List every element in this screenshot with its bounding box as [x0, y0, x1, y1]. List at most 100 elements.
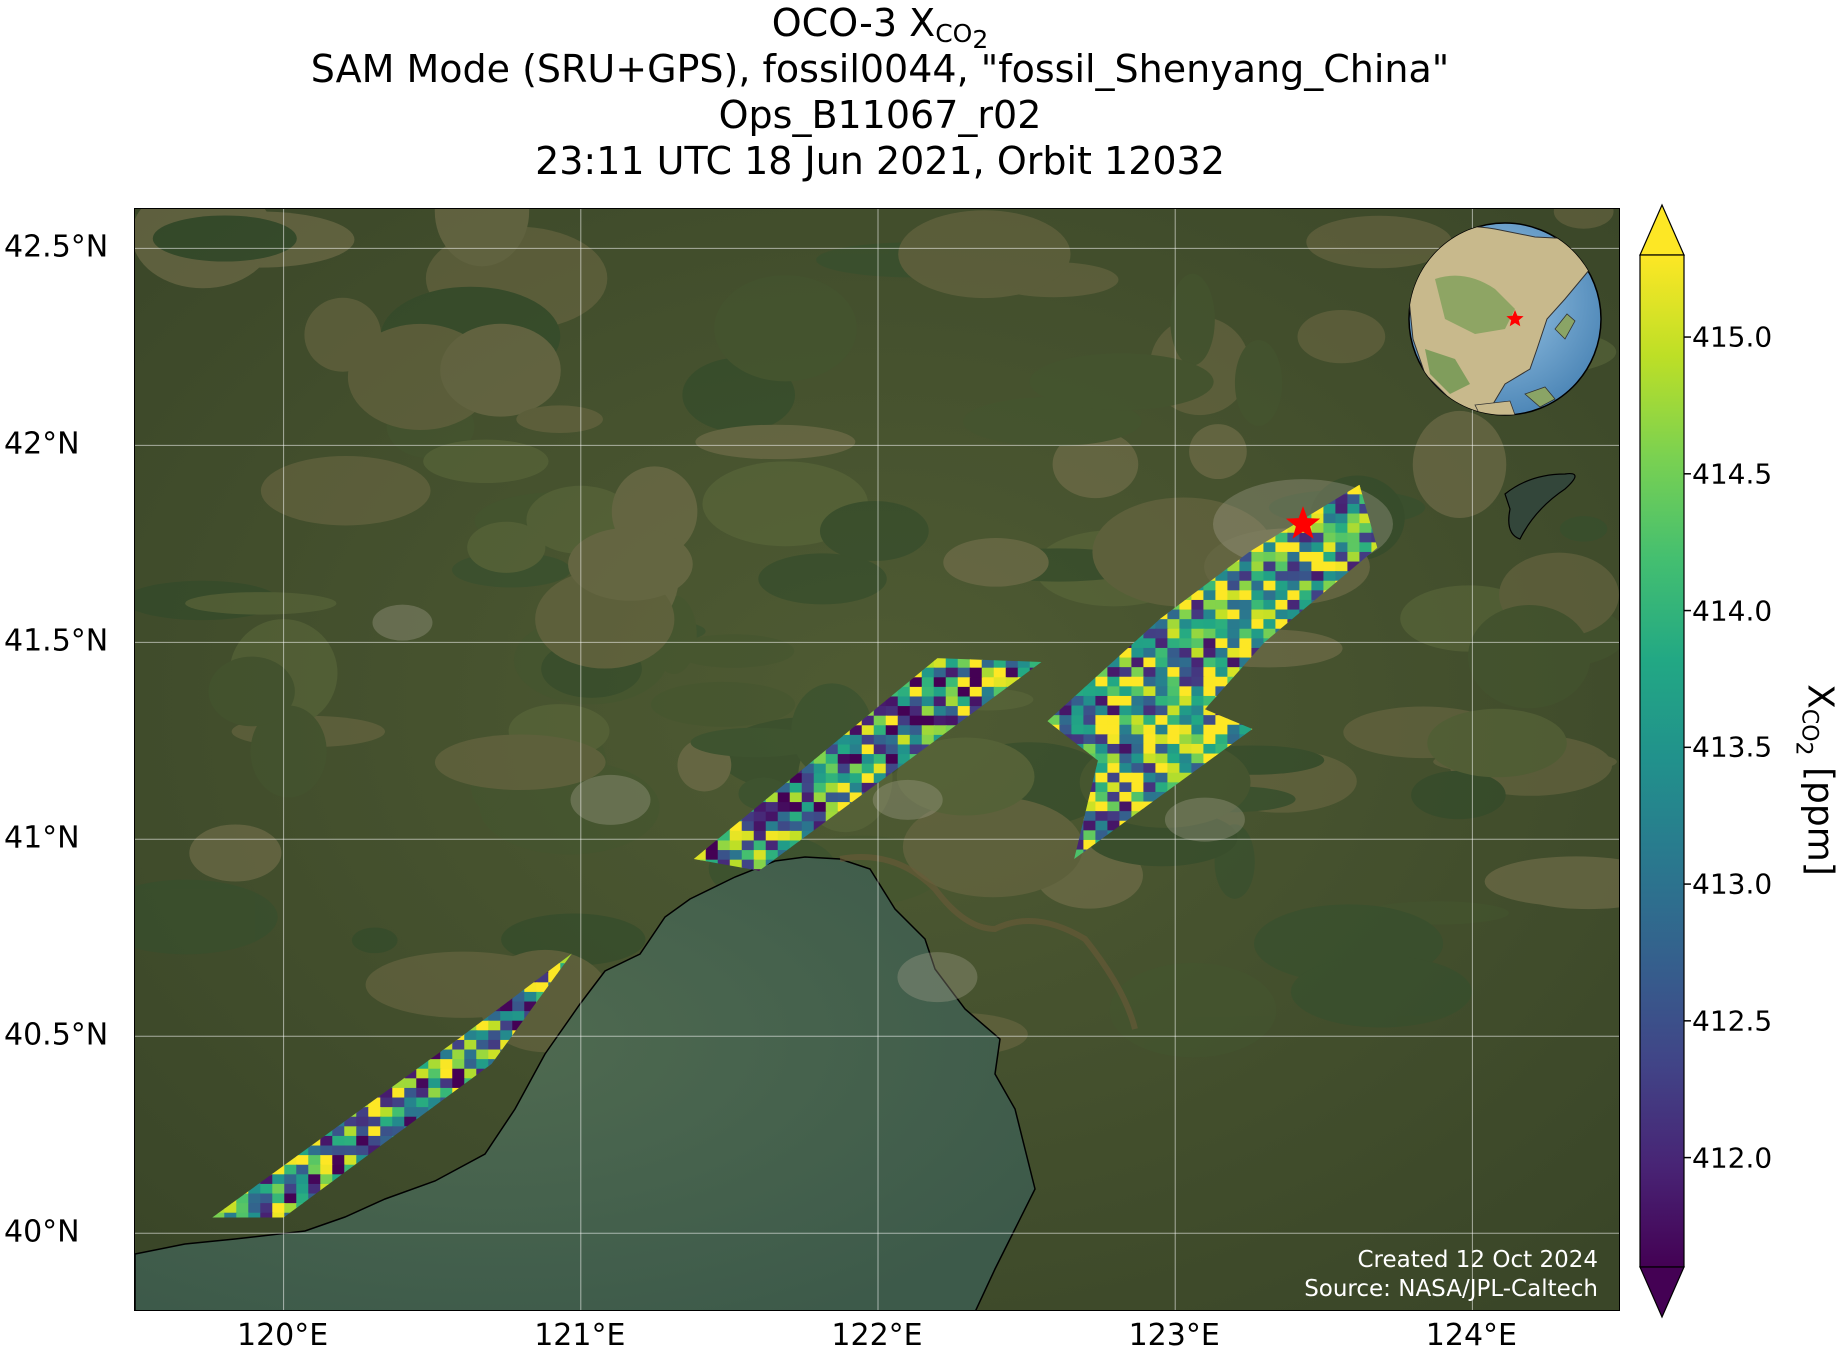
sounding-cell [981, 658, 995, 669]
sounding-cell [488, 1039, 502, 1051]
sounding-cell [1131, 753, 1145, 765]
sounding-cell [933, 706, 947, 717]
sounding-cell [813, 792, 827, 804]
sounding-cell [1359, 532, 1373, 544]
sounding-cell [1251, 590, 1265, 601]
sounding-cell [320, 1155, 334, 1166]
sounding-cell [476, 1020, 490, 1032]
sounding-cell [1287, 542, 1301, 553]
sounding-cell [909, 734, 923, 746]
sounding-cell [729, 859, 743, 871]
sounding-cell [933, 686, 947, 698]
sounding-cell [849, 792, 863, 804]
sounding-cell [428, 1087, 442, 1099]
sounding-cell [837, 734, 851, 746]
sounding-cell [1083, 724, 1097, 736]
sounding-cell [765, 792, 779, 804]
sounding-cell [1095, 763, 1109, 774]
sounding-cell [332, 1135, 346, 1147]
sounding-cell [945, 677, 959, 688]
sounding-cell [849, 754, 863, 765]
sounding-cell [921, 696, 935, 708]
credit-created: Created 12 Oct 2024 [1357, 1247, 1598, 1273]
sounding-cell [1143, 763, 1157, 774]
sounding-cell [957, 686, 971, 698]
map-panel[interactable] [134, 208, 1620, 1311]
sounding-cell [1143, 657, 1157, 669]
sounding-cell [332, 1145, 346, 1157]
sounding-cell [729, 850, 743, 861]
globe-target-star [1506, 310, 1524, 327]
sounding-cell [404, 1087, 418, 1099]
sounding-cell [320, 1174, 334, 1185]
sounding-cell [753, 830, 767, 842]
sounding-cell [1119, 695, 1133, 707]
sounding-cell [1095, 820, 1109, 832]
sounding-cell [1239, 724, 1253, 736]
sounding-cell [933, 696, 947, 708]
credit-source: Source: NASA/JPL-Caltech [1304, 1276, 1598, 1302]
sounding-cell [945, 658, 959, 669]
sounding-cell [452, 1039, 466, 1051]
sounding-cell [1311, 551, 1325, 563]
sounding-cell [1263, 590, 1277, 601]
sounding-cell [1005, 658, 1019, 669]
sounding-cell [1155, 638, 1169, 649]
sounding-cell [1179, 676, 1193, 688]
sounding-cell [1347, 523, 1361, 534]
sounding-cell [404, 1078, 418, 1089]
sounding-cell [296, 1164, 310, 1176]
sounding-cell [885, 744, 899, 756]
land-patch [1411, 770, 1506, 820]
land-patch [758, 553, 887, 605]
sounding-cell [1179, 638, 1193, 649]
sounding-cell [1143, 667, 1157, 678]
sounding-cell [1155, 753, 1169, 765]
sounding-cell [945, 696, 959, 708]
sounding-cell [777, 782, 791, 794]
sounding-cell [284, 1193, 298, 1205]
sounding-cell [1167, 638, 1181, 649]
sounding-cell [1131, 763, 1145, 774]
sounding-cell [464, 1068, 478, 1080]
lon-tick-label: 121°E [534, 1318, 626, 1353]
sounding-cell [837, 782, 851, 794]
sounding-cell [440, 1078, 454, 1089]
sounding-cell [1155, 657, 1169, 669]
sounding-cell [1131, 772, 1145, 784]
sounding-cell [1263, 628, 1277, 640]
sounding-cell [1287, 580, 1301, 592]
sounding-cell [1287, 551, 1301, 563]
sounding-cell [296, 1174, 310, 1185]
lon-tick-label: 124°E [1425, 1318, 1517, 1353]
sounding-cell [1203, 580, 1217, 592]
sounding-cell [789, 792, 803, 804]
sounding-cell [801, 763, 815, 775]
sounding-cell [1083, 743, 1097, 755]
sounding-cell [1167, 628, 1181, 640]
sounding-cell [440, 1068, 454, 1080]
chart-title: OCO-3 XCO2 SAM Mode (SRU+GPS), fossil004… [0, 0, 1760, 184]
land-patch [516, 405, 603, 433]
sounding-cell [272, 1212, 286, 1218]
sounding-cell [813, 754, 827, 765]
sounding-cell [873, 773, 887, 784]
sounding-cell [1083, 695, 1097, 707]
sounding-cell [1167, 705, 1181, 717]
sounding-cell [1275, 609, 1289, 621]
sounding-cell [873, 725, 887, 736]
target-star-marker[interactable] [1285, 506, 1321, 539]
land-patch [423, 439, 549, 484]
land-patch [152, 215, 297, 262]
sounding-cell [308, 1155, 322, 1166]
sounding-cell [933, 658, 947, 669]
sounding-cell [777, 821, 791, 832]
sounding-cell [1167, 657, 1181, 669]
sounding-cell [921, 715, 935, 727]
sounding-cell [1095, 801, 1109, 813]
sounding-cell [320, 1164, 334, 1176]
sounding-cell [705, 850, 719, 861]
city-patch [897, 952, 978, 1003]
sounding-cell [849, 763, 863, 775]
sounding-cell [1191, 657, 1205, 669]
